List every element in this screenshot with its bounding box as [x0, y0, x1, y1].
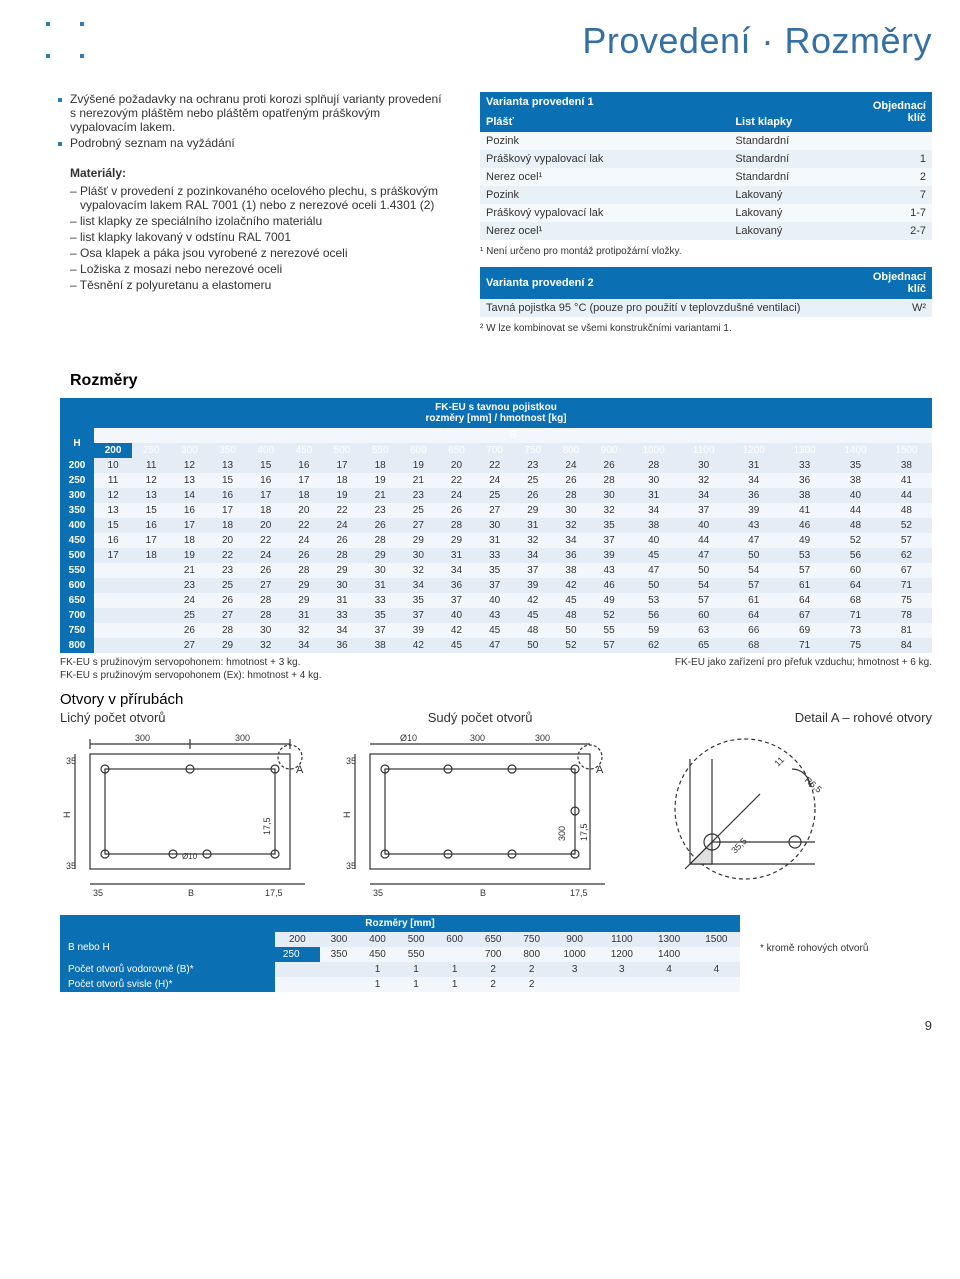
svg-text:300: 300 [235, 733, 250, 743]
svg-text:35: 35 [66, 861, 76, 871]
svg-text:A: A [596, 764, 604, 776]
svg-text:300: 300 [470, 733, 485, 743]
page-number: 9 [60, 1018, 932, 1033]
holes-table: Rozměry [mm] B nebo H 200300400500600650… [60, 915, 740, 992]
svg-text:300: 300 [535, 733, 550, 743]
table-notes: FK-EU s pružinovým servopohonem: hmotnos… [60, 657, 932, 668]
svg-text:17,5: 17,5 [570, 888, 588, 898]
intro-line2: Podrobný seznam na vyžádání [70, 136, 235, 150]
page-title: Provedení · Rozměry [60, 20, 932, 62]
diagram-odd: 300 300 A Ø10 35 H 35 35 B 17,5 17,5 [60, 729, 320, 899]
variant1-footnote: ¹ Není určeno pro montáž protipožární vl… [480, 246, 932, 257]
right-column: Varianta provedení 1 Objednací klíč Pláš… [480, 92, 932, 344]
rozmery-heading: Rozměry [70, 372, 932, 390]
svg-text:17,5: 17,5 [265, 888, 283, 898]
dimensions-table: FK-EU s tavnou pojistkourozměry [mm] / h… [60, 398, 932, 653]
holes-side-note: * kromě rohových otvorů [760, 943, 868, 954]
materials-list: Plášť v provedení z pozinkovaného ocelov… [70, 184, 450, 292]
svg-text:H: H [62, 812, 72, 819]
diagram-detail-a: R6,5 11 35,5 [640, 729, 850, 899]
variant1-table: Varianta provedení 1 Objednací klíč Pláš… [480, 92, 932, 240]
variant2-footnote: ² W lze kombinovat se všemi konstrukčním… [480, 323, 932, 334]
materials-heading: Materiály: [70, 166, 450, 180]
svg-text:17,5: 17,5 [262, 817, 272, 835]
svg-text:35: 35 [66, 756, 76, 766]
variant2-table: Varianta provedení 2 Objednací klíč Tavn… [480, 267, 932, 317]
svg-text:11: 11 [772, 755, 786, 769]
svg-text:35: 35 [346, 861, 356, 871]
intro-line1: Zvýšené požadavky na ochranu proti koroz… [70, 92, 450, 134]
svg-text:B: B [188, 888, 194, 898]
otvor-heading: Otvory v přírubách [60, 691, 932, 708]
svg-text:17,5: 17,5 [579, 823, 589, 841]
otvor-subheadings: Lichý počet otvorů Sudý počet otvorů Det… [60, 710, 932, 725]
diagram-even: Ø10 300 300 A 35 H 35 35 B 17,5 300 17,5 [340, 729, 620, 899]
svg-text:35: 35 [373, 888, 383, 898]
svg-text:35: 35 [346, 756, 356, 766]
svg-text:300: 300 [557, 826, 567, 841]
svg-text:Ø10: Ø10 [400, 733, 417, 743]
svg-text:A: A [296, 764, 304, 776]
svg-text:35: 35 [93, 888, 103, 898]
svg-text:300: 300 [135, 733, 150, 743]
svg-text:H: H [342, 812, 352, 819]
svg-text:Ø10: Ø10 [182, 852, 198, 861]
left-column: Zvýšené požadavky na ochranu proti koroz… [70, 92, 450, 344]
diagrams-row: 300 300 A Ø10 35 H 35 35 B 17,5 17,5 Ø10 [60, 729, 932, 899]
svg-text:B: B [480, 888, 486, 898]
svg-text:35,5: 35,5 [729, 836, 748, 855]
